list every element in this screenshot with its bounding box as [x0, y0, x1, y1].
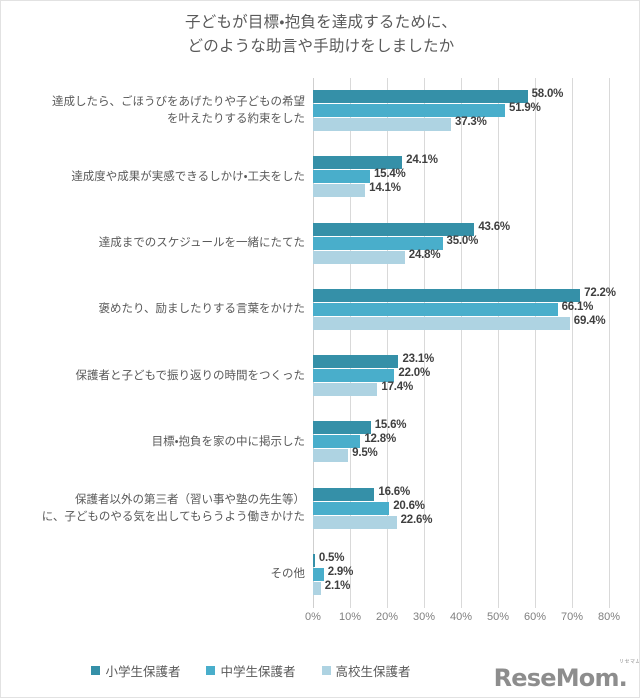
category-row: 達成までのスケジュールを一緒にたてた 43.6% 35.0% 24.8%: [1, 220, 639, 265]
chart-title: 子どもが目標・抱負を達成するために、 どのような助言や手助けをしましたか: [185, 14, 457, 55]
bar-1[interactable]: [313, 567, 324, 581]
bar-value-label: 2.1%: [324, 579, 351, 592]
legend-swatch-icon: [206, 666, 216, 675]
legend-item-1[interactable]: 中学生保護者: [206, 661, 296, 680]
x-tick-label: 0%: [305, 611, 321, 623]
x-tick-label: 10%: [338, 611, 362, 623]
category-label: 達成したら、ごほうびをあげたりや子どもの希望 を叶えたりする約束をした: [52, 96, 305, 126]
category-row: 保護者と子どもで振り返りの時間をつくった 23.1% 22.0% 17.4%: [1, 353, 639, 397]
bar-2[interactable]: [313, 515, 397, 529]
bar-value-label: 15.4%: [373, 168, 406, 181]
bar-value-label: 9.5%: [352, 447, 378, 460]
bar-value-label: 20.6%: [393, 499, 425, 512]
x-tick-label: 50%: [486, 611, 510, 623]
gridline-60: [535, 78, 536, 608]
bar-value-label: 72.2%: [584, 286, 616, 299]
bar-value-label: 16.6%: [378, 485, 411, 498]
bar-0[interactable]: [313, 421, 371, 435]
bar-2[interactable]: [313, 184, 366, 198]
gridline-70: [572, 78, 573, 608]
bar-value-label: 58.0%: [531, 88, 564, 101]
bar-value-label: 23.1%: [402, 353, 435, 366]
bar-2[interactable]: [313, 250, 405, 264]
legend-swatch-icon: [91, 666, 101, 675]
bar-2[interactable]: [313, 383, 378, 397]
category-row: その他 0.5% 2.9% 2.1%: [1, 551, 639, 596]
x-tick-label: 70%: [560, 611, 584, 623]
category-row: 褒めたり、励ましたりする言葉をかけた 72.2% 66.1% 69.4%: [1, 286, 639, 331]
x-axis: 0% 10% 20% 30% 40% 50% 60% 70% 80%: [305, 611, 620, 627]
bar-2[interactable]: [313, 118, 451, 132]
category-label: 達成度や成果が実感できるしかけ・工夫をした: [71, 170, 305, 183]
category-label: 褒めたり、励ましたりする言葉をかけた: [98, 303, 305, 316]
bar-1[interactable]: [313, 170, 370, 184]
category-row: 保護者以外の第三者（習い事や塾の先生等） に、子どものやる気を出してもらうよう働…: [1, 485, 639, 530]
bar-1[interactable]: [313, 104, 506, 118]
bar-1[interactable]: [313, 236, 443, 250]
bar-0[interactable]: [313, 553, 315, 567]
bar-0[interactable]: [313, 288, 581, 302]
gridline-0: [313, 78, 314, 608]
x-tick-label: 20%: [375, 611, 399, 623]
legend-label: 中学生保護者: [220, 665, 296, 679]
bar-2[interactable]: [313, 316, 570, 330]
bar-value-label: 0.5%: [318, 551, 345, 564]
gridline-40: [461, 78, 462, 608]
bar-0[interactable]: [313, 222, 475, 236]
bar-1[interactable]: [313, 369, 395, 383]
bar-1[interactable]: [313, 435, 361, 449]
category-label: 保護者以外の第三者（習い事や塾の先生等） に、子どものやる気を出してもらうよう働…: [41, 493, 305, 523]
bar-value-label: 43.6%: [478, 220, 510, 233]
gridline-20: [387, 78, 388, 608]
bar-0[interactable]: [313, 355, 399, 369]
gridline-30: [424, 78, 425, 608]
x-tick-label: 40%: [449, 611, 473, 623]
category-label: 保護者と子どもで振り返りの時間をつくった: [75, 369, 305, 382]
logo-wordmark: ReseMom.: [493, 664, 628, 692]
bar-1[interactable]: [313, 302, 558, 316]
legend-swatch-icon: [321, 666, 331, 675]
legend-item-2[interactable]: 高校生保護者: [321, 661, 411, 680]
category-row: 達成度や成果が実感できるしかけ・工夫をした 24.1% 15.4% 14.1%: [1, 154, 639, 198]
category-row: 達成したら、ごほうびをあげたりや子どもの希望 を叶えたりする約束をした 58.0%…: [1, 88, 639, 132]
bar-value-label: 24.8%: [408, 248, 441, 261]
bar-value-label: 37.3%: [455, 116, 487, 129]
bar-value-label: 51.9%: [509, 102, 541, 115]
bar-0[interactable]: [313, 487, 375, 501]
plot-area: [313, 78, 610, 608]
resemom-logo: リセマム ReseMom.: [493, 659, 639, 692]
x-tick-label: 30%: [412, 611, 436, 623]
bar-value-label: 2.9%: [327, 565, 354, 578]
bar-value-label: 66.1%: [561, 300, 594, 313]
gridline-50: [498, 78, 499, 608]
legend-label: 小学生保護者: [105, 665, 181, 679]
bar-0[interactable]: [313, 156, 403, 170]
x-tick-label: 60%: [523, 611, 547, 623]
x-tick-label: 80%: [597, 611, 621, 623]
category-row: 目標・抱負を家の中に掲示した 15.6% 12.8% 9.5%: [1, 419, 639, 463]
legend-item-0[interactable]: 小学生保護者: [91, 661, 180, 680]
bar-value-label: 35.0%: [446, 234, 479, 247]
bar-value-label: 14.1%: [369, 182, 401, 195]
bar-value-label: 22.6%: [400, 513, 433, 526]
bar-2[interactable]: [313, 581, 321, 595]
category-label: その他: [270, 568, 306, 581]
category-label: 達成までのスケジュールを一緒にたてた: [98, 237, 305, 250]
bar-value-label: 22.0%: [398, 367, 430, 380]
gridline-10: [350, 78, 351, 608]
bar-value-label: 24.1%: [406, 154, 438, 167]
legend-label: 高校生保護者: [335, 665, 411, 679]
category-label: 目標・抱負を家の中に掲示した: [151, 435, 305, 448]
bar-value-label: 69.4%: [573, 314, 606, 327]
logo-furigana: リセマム: [618, 659, 640, 665]
bar-2[interactable]: [313, 449, 349, 463]
bar-value-label: 17.4%: [381, 381, 413, 394]
gridline-80: [609, 78, 610, 608]
bar-1[interactable]: [313, 501, 390, 515]
bar-value-label: 15.6%: [374, 419, 407, 432]
bar-value-label: 12.8%: [364, 433, 396, 446]
bar-0[interactable]: [313, 90, 528, 104]
chart-legend: 小学生保護者 中学生保護者 高校生保護者: [1, 661, 501, 680]
